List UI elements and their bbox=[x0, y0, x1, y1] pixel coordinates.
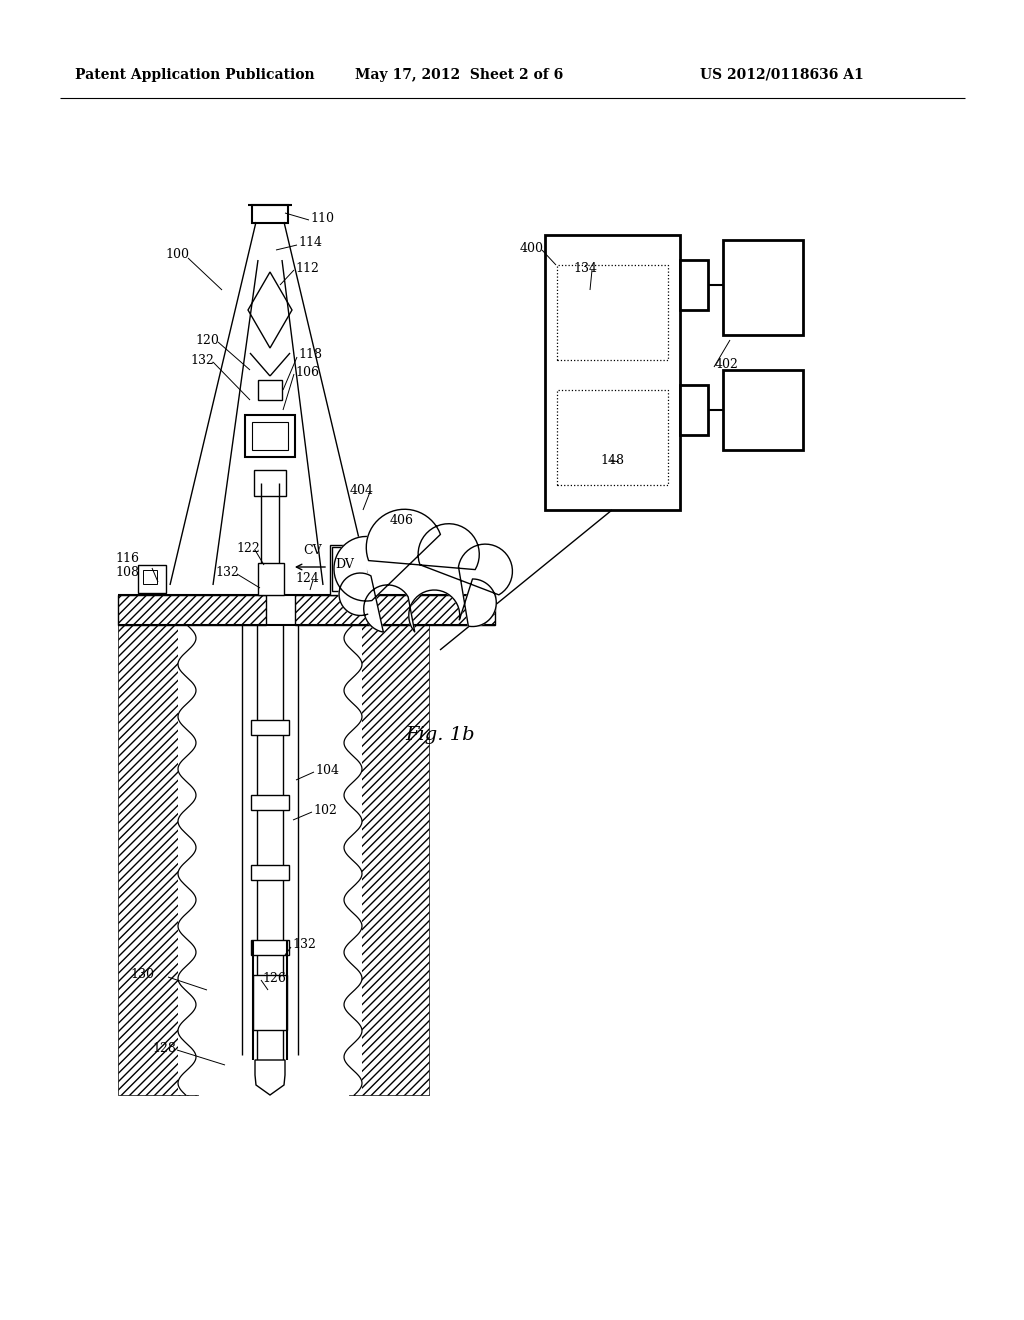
Text: 100: 100 bbox=[165, 248, 189, 261]
Text: 110: 110 bbox=[310, 211, 334, 224]
Bar bbox=[178, 624, 362, 1096]
Text: 108: 108 bbox=[115, 565, 139, 578]
Bar bbox=[245, 414, 295, 457]
Text: 128: 128 bbox=[152, 1041, 176, 1055]
Bar bbox=[251, 940, 289, 954]
Text: 126: 126 bbox=[262, 972, 286, 985]
Bar bbox=[252, 422, 288, 450]
Text: 106: 106 bbox=[295, 366, 319, 379]
Bar bbox=[138, 565, 166, 593]
Text: 132: 132 bbox=[190, 354, 214, 367]
Bar bbox=[253, 975, 287, 1030]
Bar bbox=[723, 370, 803, 450]
Text: 120: 120 bbox=[195, 334, 219, 346]
Text: 402: 402 bbox=[715, 359, 739, 371]
Bar bbox=[118, 595, 266, 624]
Bar bbox=[252, 205, 288, 223]
Text: 124: 124 bbox=[295, 572, 318, 585]
Bar bbox=[349, 624, 429, 1096]
Bar bbox=[723, 240, 803, 335]
Text: 130: 130 bbox=[130, 969, 154, 982]
Bar bbox=[258, 380, 282, 400]
Bar bbox=[557, 265, 668, 360]
Text: 112: 112 bbox=[295, 261, 318, 275]
Text: DV: DV bbox=[335, 558, 354, 572]
Text: 404: 404 bbox=[350, 483, 374, 496]
Bar bbox=[545, 235, 680, 510]
Bar bbox=[680, 260, 708, 310]
Text: 400: 400 bbox=[520, 242, 544, 255]
Polygon shape bbox=[334, 510, 512, 632]
Text: May 17, 2012  Sheet 2 of 6: May 17, 2012 Sheet 2 of 6 bbox=[355, 69, 563, 82]
Bar bbox=[254, 470, 286, 496]
Text: US 2012/0118636 A1: US 2012/0118636 A1 bbox=[700, 69, 864, 82]
Bar bbox=[251, 719, 289, 735]
Text: 406: 406 bbox=[390, 513, 414, 527]
Text: 114: 114 bbox=[298, 236, 322, 249]
Text: 116: 116 bbox=[115, 552, 139, 565]
Text: 102: 102 bbox=[313, 804, 337, 817]
Text: 132: 132 bbox=[292, 939, 315, 952]
Bar bbox=[295, 595, 495, 624]
Bar bbox=[258, 564, 284, 595]
Text: 148: 148 bbox=[600, 454, 624, 466]
Text: 132: 132 bbox=[215, 565, 239, 578]
Bar bbox=[332, 546, 362, 591]
Bar bbox=[680, 385, 708, 436]
Bar bbox=[118, 624, 198, 1096]
Text: 118: 118 bbox=[298, 348, 322, 362]
Text: 104: 104 bbox=[315, 763, 339, 776]
Bar bbox=[557, 389, 668, 484]
Text: CV: CV bbox=[303, 544, 322, 557]
Text: Fig. 1b: Fig. 1b bbox=[406, 726, 475, 744]
Bar bbox=[143, 570, 157, 583]
Bar bbox=[251, 865, 289, 880]
Bar bbox=[330, 545, 365, 595]
Bar bbox=[251, 795, 289, 810]
Polygon shape bbox=[255, 1060, 285, 1096]
Text: 134: 134 bbox=[573, 261, 597, 275]
Text: 122: 122 bbox=[236, 541, 260, 554]
Text: Patent Application Publication: Patent Application Publication bbox=[75, 69, 314, 82]
